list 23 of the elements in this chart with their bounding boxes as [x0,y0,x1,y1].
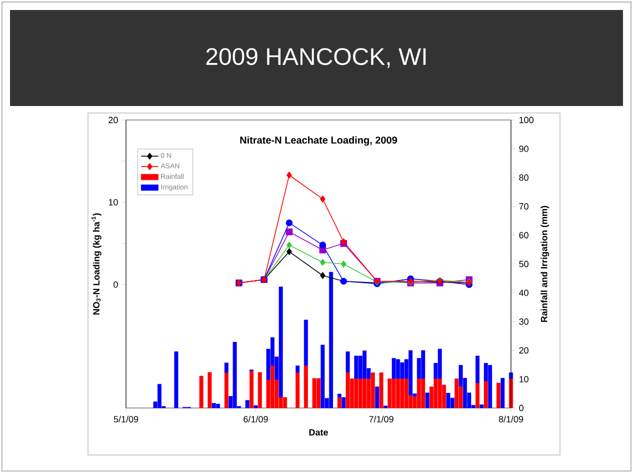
x-tick-label: 6/1/09 [244,416,268,422]
y-tick-label: 20 [108,116,118,124]
y2-tick-label: 30 [519,318,528,325]
y2-tick-label: 90 [519,146,528,152]
y-axis-title: NO$_{3}$-N Loading (kg ha$^{-1}$) [91,213,102,314]
x-tick-label: 5/1/09 [114,416,138,422]
y2-tick-label: 70 [519,203,528,210]
y2-tick-label: 20 [519,347,528,354]
y2-tick-label: 50 [519,260,528,268]
y2-tick-label: 60 [519,232,528,238]
x-axis-title: Date [309,429,328,436]
y2-tick-label: 10 [519,376,528,382]
y2-tick-label: 0 [519,404,524,412]
y2-tick-label: 40 [519,290,528,296]
x-tick-label: 8/1/09 [498,416,524,422]
y2-axis-title: Rainfall and Irrigation (mm) [540,206,550,322]
text: Nitrate-N Leachate Loading, 2009 [240,136,398,146]
y2-tick-label: 80 [519,174,528,181]
y-tick-label: 10 [108,199,118,206]
y-tick-label: 0 [114,281,118,288]
y2-tick-label: 100 [519,116,534,124]
x-tick-label: 7/1/09 [369,416,394,422]
chart-title: 2009 HANCOCK, WI [206,48,426,68]
